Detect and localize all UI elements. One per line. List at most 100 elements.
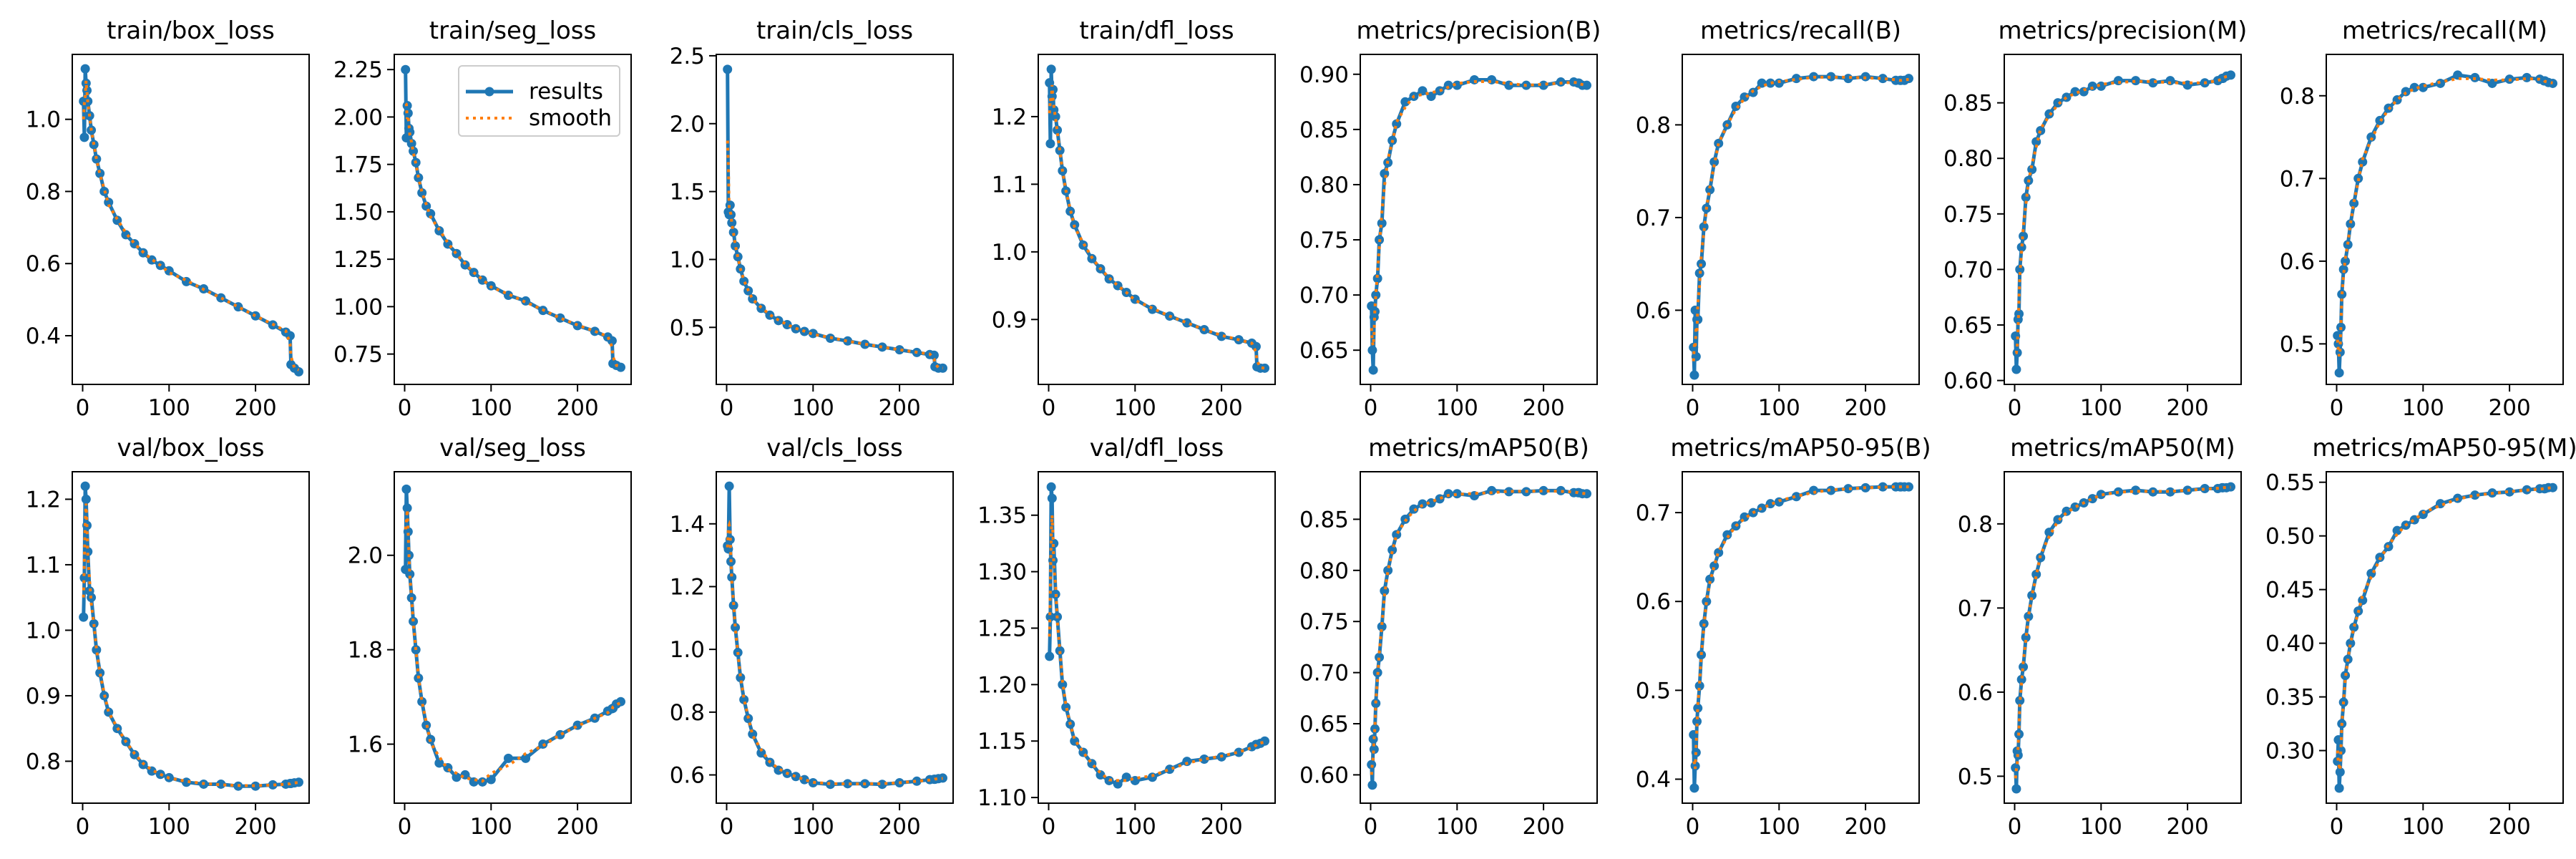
subplot-metrics-recall-b-: metrics/recall(B) 0 100 200 0.6 0.7 0.8 [1636, 16, 1920, 421]
y-tick-label: 1.15 [977, 729, 1027, 754]
y-tick-label: 0.7 [1636, 500, 1671, 526]
results-point [1367, 780, 1377, 790]
y-tick-label: 0.45 [2265, 578, 2315, 603]
smooth-line [1048, 84, 1265, 370]
results-point [2343, 240, 2353, 250]
results-point [1774, 497, 1784, 507]
y-tick-label: 0.9 [26, 684, 61, 709]
results-point [2366, 132, 2376, 142]
results-point [95, 168, 105, 178]
results-point [2036, 125, 2046, 135]
legend-box [458, 65, 620, 137]
results-point [1904, 74, 1914, 84]
results-point [1147, 772, 1157, 782]
results-point [727, 218, 737, 228]
subplot-title: metrics/mAP50-95(M) [2312, 434, 2576, 462]
x-tick-label: 200 [1523, 814, 1565, 840]
y-tick-label: 0.7 [1636, 205, 1671, 231]
results-point [2504, 487, 2514, 497]
x-tick-label: 0 [1042, 814, 1056, 840]
results-point [92, 154, 102, 164]
results-point [406, 139, 416, 149]
subplot-val-box-loss: val/box_loss 0 100 200 0.8 0.9 1.0 1.1 1.2 [26, 434, 310, 840]
results-point [2334, 368, 2344, 378]
results-point [2015, 264, 2025, 274]
y-tick-label: 1.25 [333, 247, 383, 273]
x-tick-label: 200 [879, 814, 921, 840]
y-tick-label: 1.0 [26, 618, 61, 644]
y-tick-label: 0.8 [1958, 512, 1993, 538]
results-point [2015, 696, 2025, 706]
y-tick-label: 1.25 [977, 616, 1027, 641]
subplot-title: train/box_loss [107, 16, 275, 45]
results-point [1504, 80, 1514, 90]
smooth-line [2336, 486, 2553, 771]
smooth-line [404, 509, 622, 783]
y-tick-label: 1.10 [977, 785, 1027, 811]
legend-results-marker [484, 87, 494, 97]
axes-frame [2326, 471, 2564, 804]
axes-frame [716, 471, 954, 804]
subplot-train-cls-loss: train/cls_loss 0 100 200 0.5 1.0 1.5 2.0 2.5 [670, 16, 954, 421]
results-point [929, 350, 939, 360]
x-tick-label: 100 [470, 814, 512, 840]
x-tick-label: 200 [2489, 395, 2531, 421]
results-point [1692, 717, 1702, 727]
results-point [1055, 145, 1065, 155]
results-point [1809, 485, 1819, 495]
results-point [1199, 754, 1209, 764]
results-point [2131, 76, 2141, 86]
y-tick-label: 0.6 [26, 251, 61, 277]
results-point [726, 210, 736, 220]
y-tick-label: 1.2 [670, 574, 705, 600]
subplot-title: metrics/mAP50-95(B) [1670, 434, 1931, 462]
results-point [1113, 779, 1123, 789]
y-tick-label: 0.5 [2280, 331, 2315, 357]
axes-frame [1682, 54, 1920, 385]
results-point [736, 673, 746, 683]
subplot-train-dfl-loss: train/dfl_loss 0 100 200 0.9 1.0 1.1 1.2 [992, 16, 1276, 421]
results-point [1702, 596, 1712, 606]
subplot-val-dfl-loss: val/dfl_loss 0 100 200 1.10 1.15 1.20 1.25 1.30 1… [977, 434, 1276, 840]
y-tick-label: 0.6 [1636, 589, 1671, 615]
subplot-val-cls-loss: val/cls_loss 0 100 200 0.6 0.8 1.0 1.2 1.4 [670, 434, 954, 840]
subplot-train-seg-loss: train/seg_loss 0 100 200 0.75 1.00 1.25 1.50 1.7… [333, 16, 632, 421]
results-point [1689, 370, 1699, 380]
y-tick-label: 0.4 [26, 324, 61, 349]
y-tick-label: 1.4 [670, 512, 705, 538]
results-point [1722, 530, 1732, 540]
y-tick-label: 0.75 [1299, 228, 1349, 253]
results-point [1504, 487, 1514, 497]
results-point [2031, 569, 2041, 579]
results-point [402, 503, 412, 513]
axes-frame [1360, 471, 1598, 804]
axes-frame [1038, 471, 1276, 804]
y-tick-label: 0.6 [670, 763, 705, 789]
results-point [405, 569, 415, 579]
subplot-title: metrics/recall(M) [2342, 16, 2547, 45]
x-tick-label: 0 [76, 395, 90, 421]
results-point [774, 765, 784, 775]
subplot-val-seg-loss: val/seg_loss 0 100 200 1.6 1.8 2.0 [348, 434, 632, 840]
axes-frame [1038, 54, 1276, 385]
results-point [2024, 611, 2034, 621]
x-tick-label: 100 [2080, 814, 2122, 840]
smooth-line [1692, 485, 1909, 770]
x-tick-label: 200 [2489, 814, 2531, 840]
results-point [2019, 662, 2029, 672]
x-tick-label: 0 [1686, 814, 1700, 840]
results-point [1418, 86, 1428, 96]
axes-frame [1682, 471, 1920, 804]
x-tick-label: 100 [792, 814, 834, 840]
results-point [739, 276, 749, 286]
y-tick-label: 1.1 [26, 553, 61, 578]
y-tick-label: 0.6 [1958, 680, 1993, 706]
results-point [268, 780, 278, 790]
results-point [1367, 345, 1377, 355]
x-tick-label: 0 [2008, 395, 2022, 421]
x-tick-label: 0 [2330, 395, 2344, 421]
subplot-title: val/box_loss [117, 434, 265, 462]
results-point [1699, 222, 1709, 232]
results-point [2053, 98, 2063, 108]
y-tick-label: 0.90 [1299, 62, 1349, 88]
